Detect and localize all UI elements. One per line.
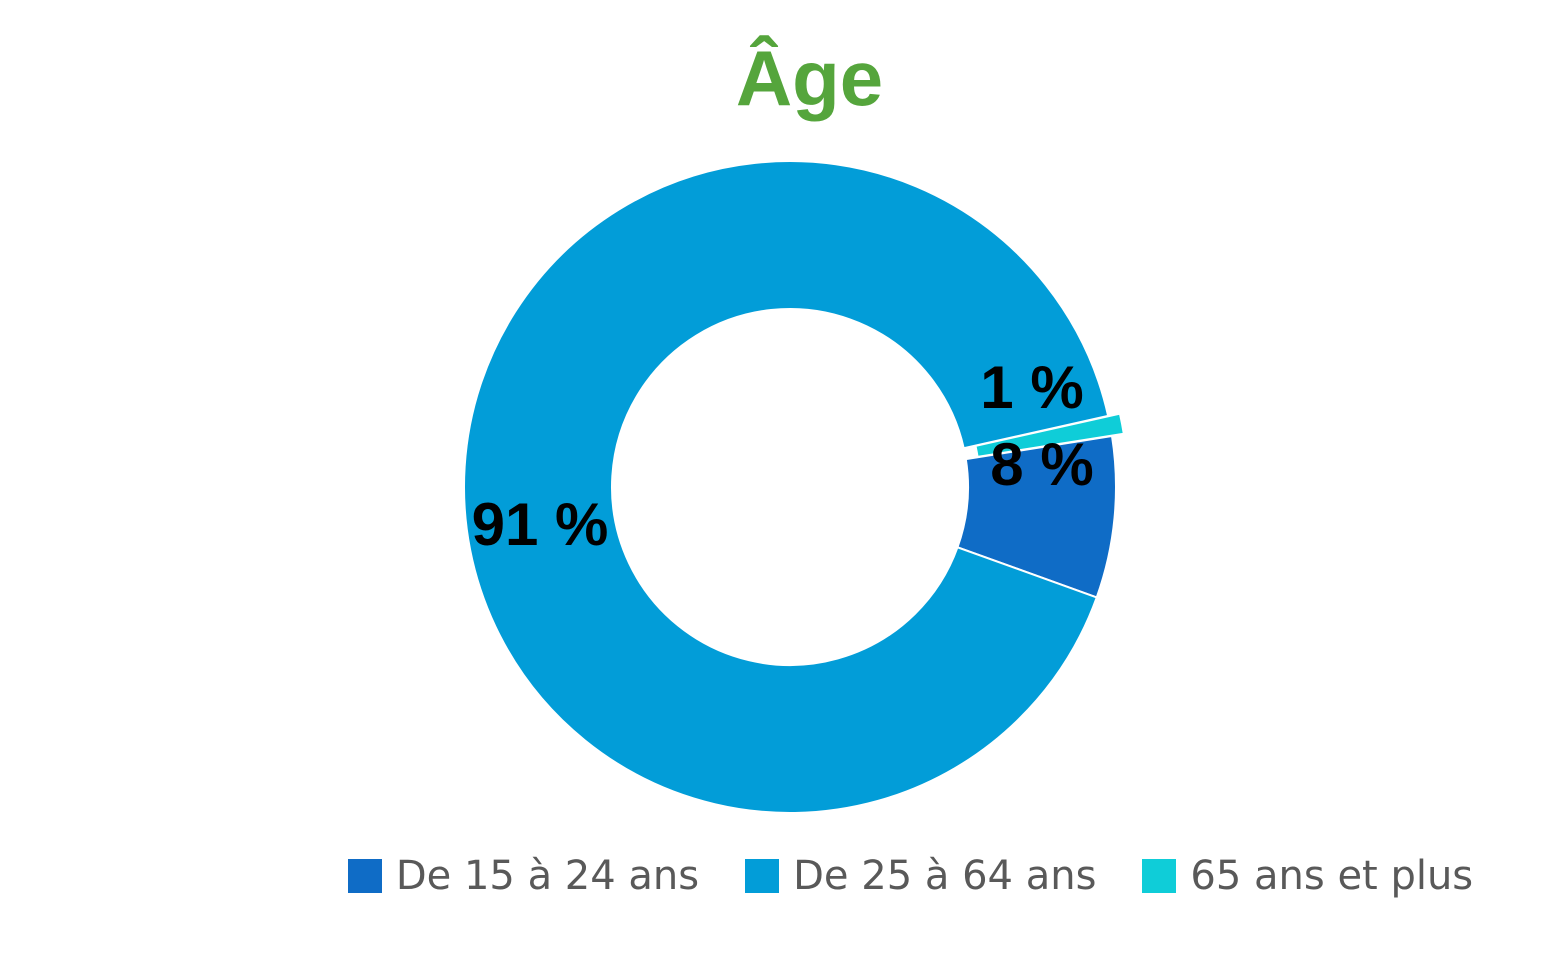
legend: De 15 à 24 ans De 25 à 64 ans 65 ans et … bbox=[0, 846, 1561, 906]
data-label-2: 1 % bbox=[980, 354, 1083, 421]
data-label-0: 8 % bbox=[990, 431, 1093, 498]
slice-1[interactable] bbox=[463, 160, 1110, 814]
legend-item-0[interactable]: De 15 à 24 ans bbox=[347, 853, 700, 899]
legend-item-1[interactable]: De 25 à 64 ans bbox=[745, 853, 1096, 899]
legend-label-0: De 15 à 24 ans bbox=[395, 853, 700, 899]
chart-title: Âge bbox=[735, 34, 884, 122]
legend-swatch-2 bbox=[1142, 859, 1177, 893]
legend-swatch-1 bbox=[745, 859, 780, 893]
slices-group bbox=[463, 160, 1125, 814]
legend-label-2: 65 ans et plus bbox=[1190, 853, 1474, 899]
labels-group: 8 % 91 % 1 % bbox=[472, 354, 1094, 558]
slice-2[interactable] bbox=[974, 412, 1125, 459]
legend-item-2[interactable]: 65 ans et plus bbox=[1142, 853, 1473, 899]
legend-label-1: De 25 à 64 ans bbox=[793, 853, 1097, 899]
data-label-1: 91 % bbox=[472, 491, 609, 558]
legend-swatch-0 bbox=[347, 859, 382, 893]
